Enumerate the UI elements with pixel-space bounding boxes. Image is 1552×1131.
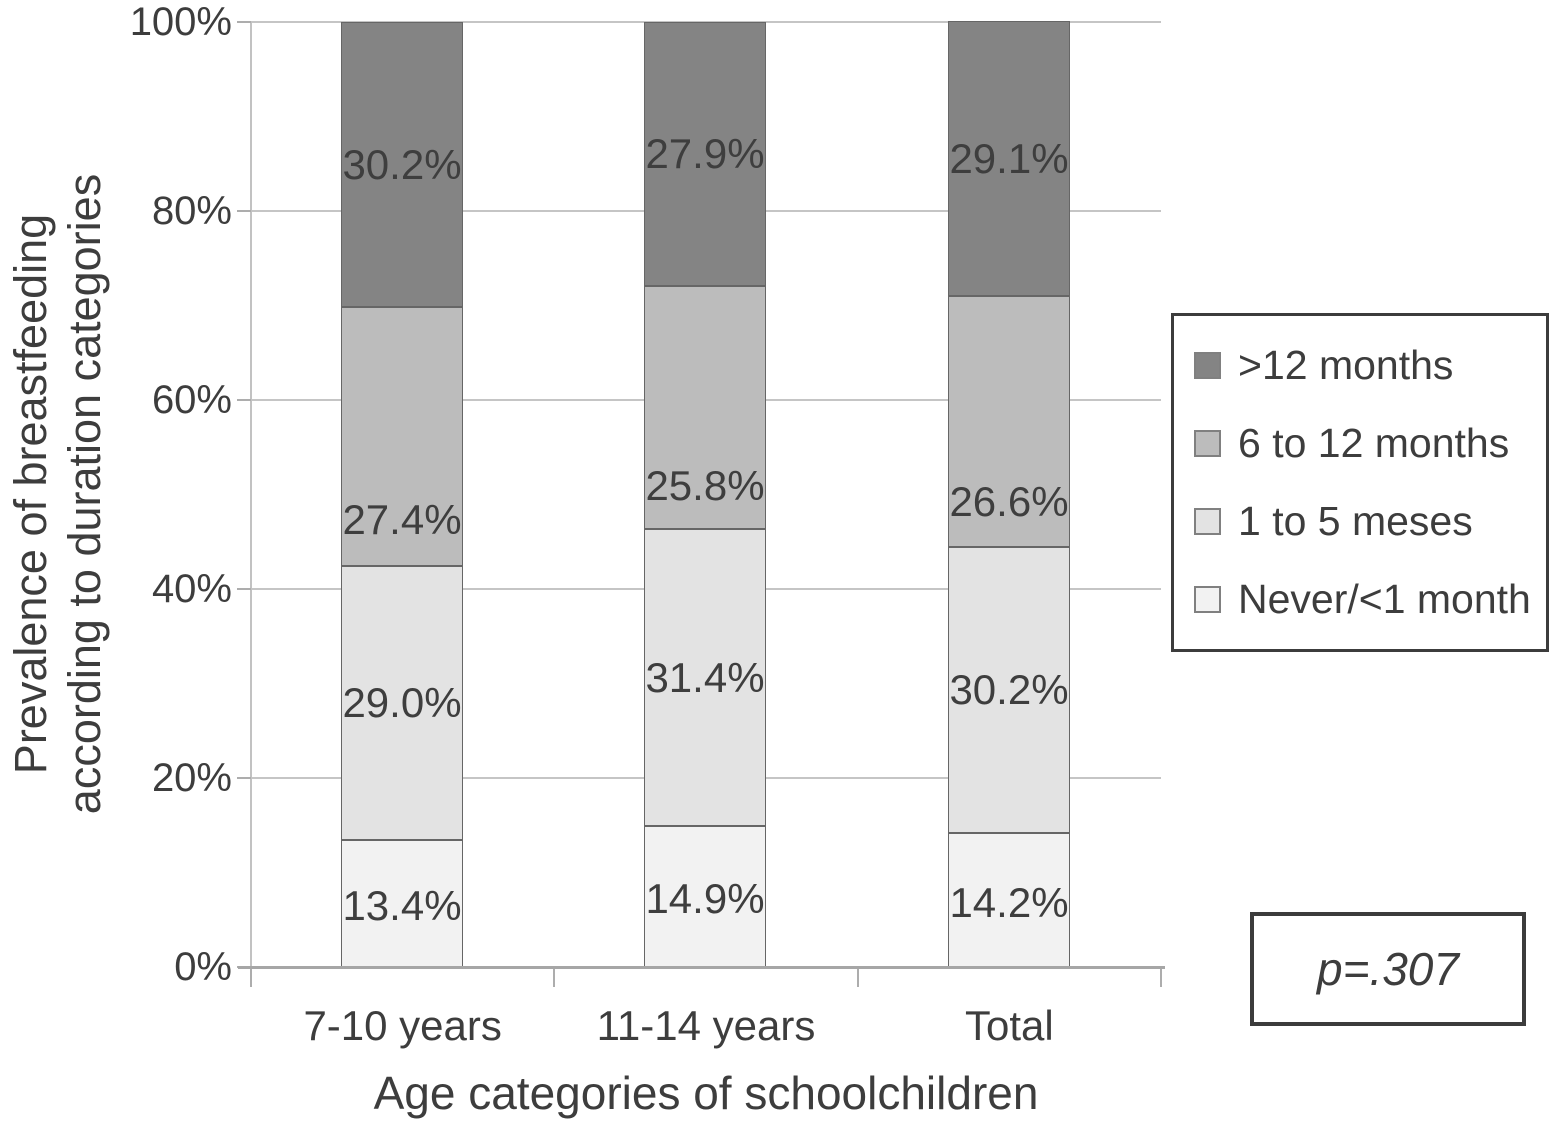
y-axis-title-line-1: Prevalence of breastfeeding xyxy=(5,213,56,775)
legend-swatch-icon xyxy=(1194,586,1221,614)
legend-item: 1 to 5 meses xyxy=(1194,498,1540,545)
bar-segment xyxy=(341,566,463,841)
bar-segment xyxy=(948,21,1070,297)
x-category-label: 7-10 years xyxy=(303,1002,502,1049)
y-tick-label: 100% xyxy=(129,0,232,44)
y-tick-label: 60% xyxy=(151,378,232,422)
data-label: 25.8% xyxy=(645,461,765,509)
bar-segment xyxy=(644,529,766,827)
legend-swatch-icon xyxy=(1194,351,1221,379)
legend-item: 6 to 12 months xyxy=(1194,420,1540,467)
y-tick xyxy=(237,399,251,401)
y-tick xyxy=(237,21,251,23)
legend-label: 6 to 12 months xyxy=(1238,419,1510,466)
x-category-label: Total xyxy=(964,1002,1054,1049)
y-tick-label: 0% xyxy=(174,945,232,989)
legend-swatch-icon xyxy=(1194,508,1221,536)
plot-area: 13.4% 29.0% 27.4% 30.2% 14.9% 31.4% 25.8% 27.9%… xyxy=(251,21,1161,967)
legend: >12 months 6 to 12 months 1 to 5 meses Neve… xyxy=(1171,313,1549,652)
x-axis-title: Age categories of schoolchildren xyxy=(373,1067,1039,1119)
bar-total xyxy=(948,21,1070,967)
y-axis-line xyxy=(250,22,252,967)
x-tick xyxy=(553,968,555,987)
data-label: 30.2% xyxy=(342,140,462,188)
data-label: 26.6% xyxy=(949,478,1069,526)
x-tick xyxy=(250,968,252,987)
bar-segment xyxy=(948,832,1070,967)
data-label: 27.4% xyxy=(342,495,462,543)
bar-segment xyxy=(341,840,463,967)
legend-swatch-icon xyxy=(1194,429,1221,457)
data-label: 30.2% xyxy=(949,666,1069,714)
bar-segment xyxy=(644,22,766,286)
legend-label: 1 to 5 meses xyxy=(1238,498,1473,545)
y-tick-label: 40% xyxy=(151,567,232,611)
gridline xyxy=(251,21,1161,24)
p-value-box: p=.307 xyxy=(1250,912,1526,1026)
data-label: 29.0% xyxy=(342,679,462,727)
legend-label: Never/<1 month xyxy=(1238,576,1531,623)
bar-segment xyxy=(644,285,766,530)
data-label: 27.9% xyxy=(645,129,765,177)
bar-segment xyxy=(341,307,463,567)
data-label: 31.4% xyxy=(645,653,765,701)
x-tick xyxy=(857,968,859,987)
y-tick xyxy=(237,777,251,779)
y-tick-label: 20% xyxy=(151,756,232,800)
p-value-text: p=.307 xyxy=(1317,943,1459,995)
y-tick xyxy=(237,588,251,590)
bar-7-10-years xyxy=(341,22,463,967)
x-tick xyxy=(1160,968,1162,987)
y-tick xyxy=(237,210,251,212)
data-label: 29.1% xyxy=(949,134,1069,182)
data-label: 14.9% xyxy=(645,875,765,923)
data-label: 13.4% xyxy=(342,882,462,930)
bar-segment xyxy=(948,547,1070,833)
y-tick-label: 80% xyxy=(151,189,232,233)
data-label: 14.2% xyxy=(949,878,1069,926)
x-axis-line xyxy=(238,966,1165,969)
legend-item: >12 months xyxy=(1194,342,1540,389)
legend-label: >12 months xyxy=(1238,341,1454,388)
bar-segment xyxy=(341,22,463,308)
bar-segment xyxy=(948,296,1070,548)
x-category-label: 11-14 years xyxy=(596,1002,816,1049)
legend-item: Never/<1 month xyxy=(1194,576,1540,623)
